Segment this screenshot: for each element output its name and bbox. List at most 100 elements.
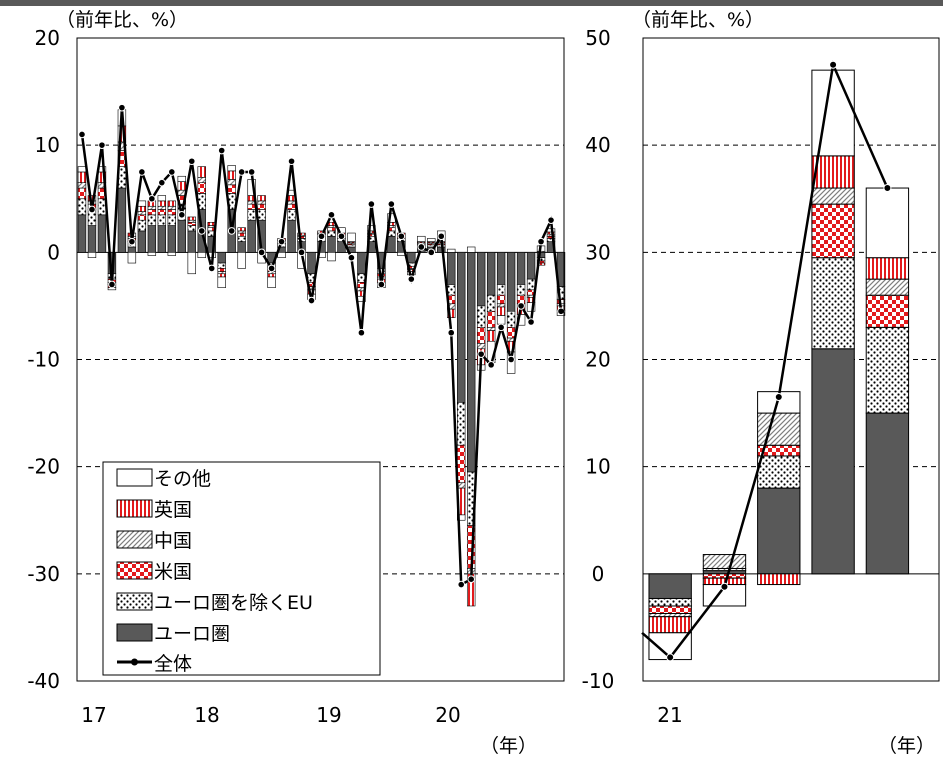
left-bar-eu-ex-euro bbox=[257, 209, 266, 221]
left-bar-eurozone bbox=[167, 225, 176, 253]
left-total-point bbox=[367, 200, 376, 208]
left-bar-uk bbox=[297, 232, 306, 236]
left-bar-uk bbox=[77, 171, 87, 183]
left-bar-china bbox=[137, 211, 147, 216]
left-bar-uk bbox=[486, 330, 496, 342]
left-bar-us bbox=[506, 327, 516, 339]
left-total-point bbox=[497, 323, 505, 332]
left-total-point bbox=[168, 168, 176, 176]
right-bar-us bbox=[865, 294, 910, 328]
left-bar-eurozone bbox=[137, 230, 147, 253]
left-total-point bbox=[437, 232, 446, 241]
right-x-tick-label: 21 bbox=[657, 703, 682, 727]
left-bar-eurozone bbox=[287, 219, 296, 253]
left-bar-other bbox=[447, 248, 456, 253]
left-x-tick-label: 18 bbox=[194, 703, 219, 727]
left-bar-uk bbox=[237, 227, 246, 232]
left-bar-eurozone bbox=[177, 219, 186, 253]
left-bar-eu-ex-euro bbox=[157, 214, 167, 226]
left-bar-eurozone bbox=[466, 252, 476, 473]
left-bar-us bbox=[496, 294, 506, 305]
left-bar-us bbox=[157, 209, 167, 216]
left-bar-other bbox=[277, 252, 286, 258]
left-bar-china bbox=[486, 327, 496, 331]
left-x-tick-label: 17 bbox=[81, 703, 106, 727]
left-bar-us bbox=[77, 187, 87, 200]
left-bar-eurozone bbox=[97, 214, 107, 253]
left-bar-eurozone bbox=[526, 252, 536, 280]
left-bar-us bbox=[137, 214, 147, 221]
left-total-point bbox=[98, 141, 106, 149]
left-bar-eurozone bbox=[217, 252, 226, 264]
left-total-point bbox=[347, 253, 356, 262]
left-bar-eurozone bbox=[387, 235, 396, 253]
left-bar-eu-ex-euro bbox=[347, 244, 356, 248]
legend-label-total: 全体 bbox=[154, 653, 192, 675]
left-bar-us bbox=[227, 184, 236, 194]
left-bar-eurozone bbox=[506, 252, 516, 312]
left-bar-eu-ex-euro bbox=[97, 198, 107, 216]
right-y-tick-label: 10 bbox=[585, 455, 610, 479]
left-bar-uk bbox=[167, 200, 176, 207]
right-y-tick-label: 40 bbox=[585, 133, 610, 157]
left-bar-other bbox=[466, 246, 476, 253]
left-y-tick-label: 20 bbox=[35, 26, 60, 50]
left-total-point bbox=[477, 350, 485, 358]
right-bar-uk bbox=[865, 257, 910, 280]
left-bar-uk bbox=[257, 195, 266, 202]
left-total-point bbox=[307, 296, 316, 305]
left-bar-other bbox=[347, 232, 356, 242]
left-total-point bbox=[247, 168, 256, 176]
left-bar-uk bbox=[157, 200, 167, 207]
left-total-point bbox=[527, 318, 535, 326]
left-total-point bbox=[108, 280, 116, 289]
left-bar-us bbox=[476, 327, 486, 344]
left-bar-uk bbox=[447, 308, 456, 319]
left-bar-uk bbox=[496, 306, 506, 316]
left-y-tick-label: 10 bbox=[35, 133, 60, 157]
left-bar-other bbox=[526, 302, 536, 312]
left-bar-uk bbox=[217, 273, 226, 278]
left-bar-eurozone bbox=[476, 252, 486, 307]
left-total-point bbox=[277, 237, 286, 246]
left-total-point bbox=[128, 237, 136, 246]
left-bar-us bbox=[237, 232, 246, 237]
right-bar-eurozone bbox=[865, 412, 910, 575]
left-bar-eu-ex-euro bbox=[506, 310, 516, 328]
left-bar-eurozone bbox=[127, 246, 137, 253]
left-total-point bbox=[487, 361, 495, 369]
right-bar-china bbox=[865, 278, 910, 296]
right-bar-china bbox=[757, 412, 801, 446]
left-total-point bbox=[327, 211, 336, 219]
left-bar-us bbox=[147, 209, 157, 216]
left-bar-eurozone bbox=[307, 252, 316, 275]
right-bar-other bbox=[811, 69, 855, 157]
left-bar-uk bbox=[267, 273, 276, 278]
left-bar-china bbox=[217, 271, 226, 275]
left-bar-eu-ex-euro bbox=[447, 284, 456, 296]
left-bar-eurozone bbox=[407, 252, 416, 264]
left-bar-other bbox=[167, 252, 176, 256]
left-total-point bbox=[138, 168, 146, 176]
left-total-point bbox=[387, 200, 396, 208]
right-bar-us bbox=[811, 203, 855, 259]
right-bar-other bbox=[865, 187, 910, 259]
left-bar-china bbox=[257, 200, 266, 205]
left-total-point bbox=[297, 248, 306, 257]
left-total-point bbox=[407, 275, 416, 283]
left-bar-us bbox=[486, 310, 496, 328]
right-bar-us bbox=[702, 573, 747, 579]
left-bar-us bbox=[327, 227, 336, 232]
left-bar-eu-ex-euro bbox=[187, 225, 196, 232]
left-y-tick-label: -10 bbox=[27, 348, 60, 372]
left-bar-us bbox=[247, 203, 256, 210]
left-bar-other bbox=[137, 200, 147, 207]
left-x-unit-label: （年） bbox=[480, 735, 537, 757]
left-bar-other bbox=[77, 166, 87, 173]
left-bar-china bbox=[77, 182, 87, 189]
left-bar-other bbox=[197, 252, 206, 258]
left-bar-other bbox=[87, 252, 97, 258]
left-total-point bbox=[88, 205, 96, 214]
left-total-point bbox=[257, 248, 266, 257]
